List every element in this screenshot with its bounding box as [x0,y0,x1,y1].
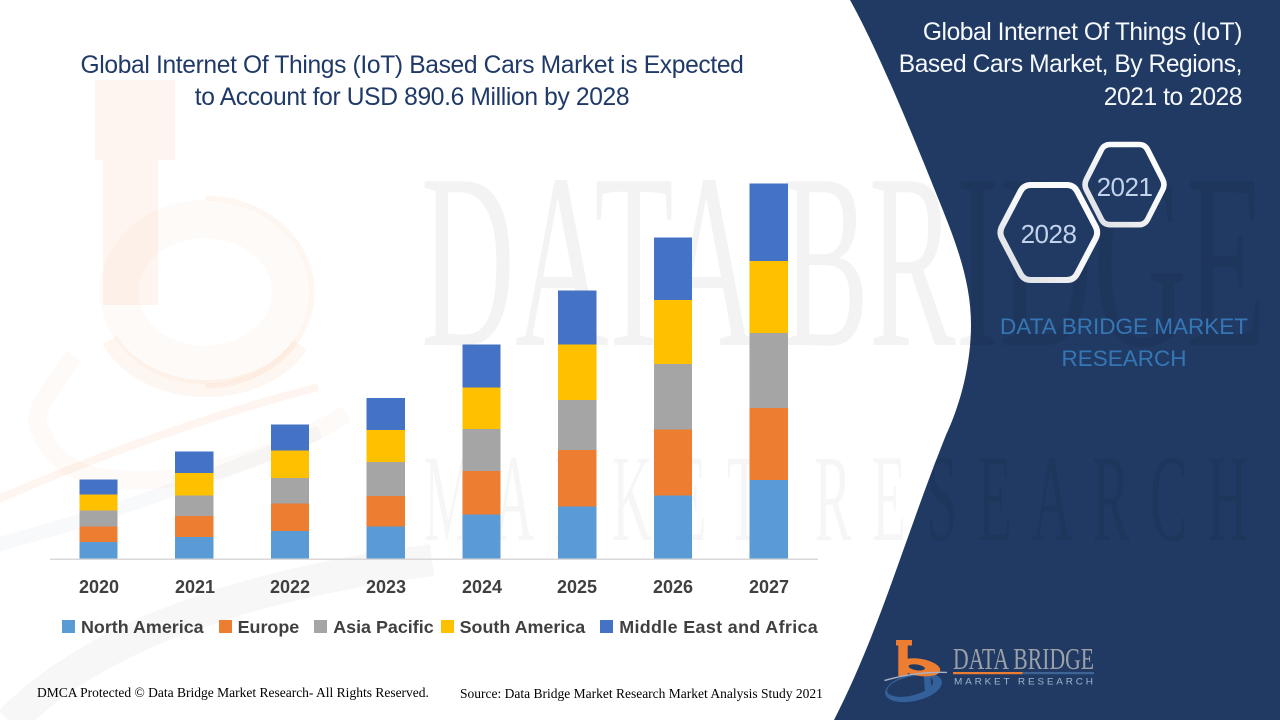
svg-text:DATA BRIDGE: DATA BRIDGE [953,641,1094,676]
svg-text:M A R K E T R E S E A R C H: M A R K E T R E S E A R C H [954,677,1093,688]
